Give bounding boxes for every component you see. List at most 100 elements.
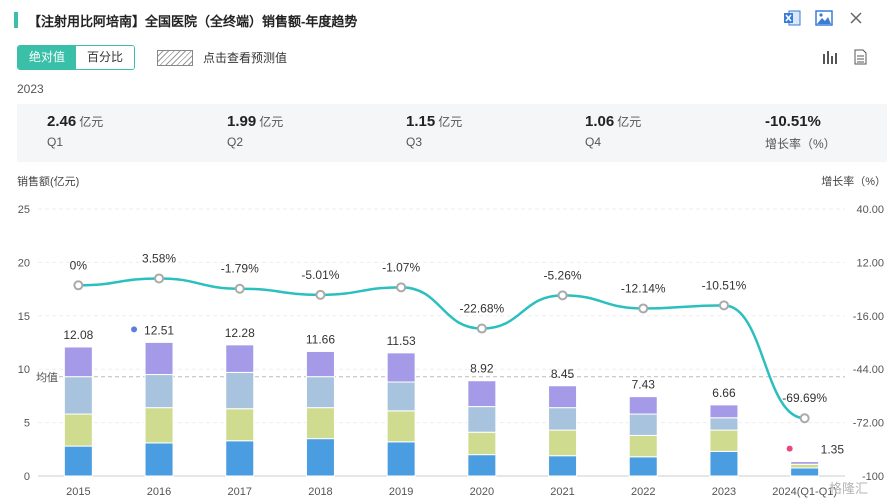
bar-total-label: 8.92 — [470, 362, 494, 376]
bar-segment-q4 — [790, 461, 820, 465]
bar-segment-q2 — [386, 410, 416, 443]
y2-tick-label: -16.00 — [853, 311, 884, 323]
bar-segment-q3 — [709, 417, 739, 431]
bar-segment-q4 — [467, 380, 497, 408]
summary-item-q1: 2.46 亿元 Q1 — [47, 113, 103, 149]
bar-segment-q4 — [386, 352, 416, 383]
excel-export-icon[interactable] — [783, 10, 801, 26]
bar-chart-icon[interactable] — [821, 49, 839, 65]
growth-point — [476, 323, 487, 334]
x-tick-label: 2016 — [147, 486, 171, 498]
bar-segment-q2 — [628, 434, 658, 458]
marker-dot — [131, 326, 138, 333]
bar-total-label: 1.35 — [821, 443, 845, 457]
bar-segment-q3 — [144, 374, 174, 409]
summary-year: 2023 — [17, 82, 44, 96]
view-icons — [821, 49, 869, 65]
summary-item-q4: 1.06 亿元 Q4 — [585, 113, 641, 149]
bar-segment-q4 — [63, 346, 93, 378]
title-bar: 【注射用比阿培南】全国医院（全终端）销售额-年度趋势 — [14, 8, 357, 32]
bar-segment-q1 — [467, 454, 497, 477]
summary-unit: 亿元 — [438, 115, 463, 129]
bar-segment-q2 — [548, 429, 578, 457]
sales-trend-chart: 销售额(亿元) 增长率（%） 0 5 10 15 20 25 -100 -72.00 -44.00 -… — [17, 174, 886, 498]
x-tick-label: 2019 — [389, 486, 413, 498]
bar-segment-q1 — [548, 455, 578, 477]
bar-segment-q4 — [225, 344, 255, 373]
x-tick-label: 2021 — [550, 486, 574, 498]
bar-segment-q4 — [144, 341, 174, 376]
table-view-icon[interactable] — [851, 49, 869, 65]
bar-segment-q3 — [628, 413, 658, 436]
image-export-icon[interactable] — [815, 10, 833, 26]
quarter-summary: 2.46 亿元 Q1 1.99 亿元 Q2 1.15 亿元 Q3 1.06 亿元 Q4 … — [17, 104, 887, 162]
summary-value: 2.46 — [47, 113, 77, 130]
x-tick-label: 2024(Q1-Q1) — [772, 486, 837, 498]
y2-tick-label: -72.00 — [853, 418, 884, 430]
x-tick-label: 2020 — [470, 486, 494, 498]
growth-label: 3.58% — [142, 251, 176, 265]
growth-label: -5.26% — [544, 268, 582, 282]
bar-segment-q1 — [63, 445, 93, 477]
summary-unit: 亿元 — [259, 115, 284, 129]
bar-segment-q2 — [467, 431, 497, 456]
bar-segment-q2 — [305, 407, 335, 440]
growth-label: -69.69% — [782, 391, 827, 405]
summary-unit: 亿元 — [79, 115, 104, 129]
bar-segment-q2 — [144, 407, 174, 444]
bar-segment-q3 — [386, 381, 416, 412]
growth-label: -22.68% — [459, 302, 504, 316]
growth-point — [73, 280, 84, 291]
growth-point — [557, 290, 568, 301]
bar-segment-q1 — [709, 450, 739, 477]
x-tick-label: 2023 — [712, 486, 736, 498]
growth-label: -12.14% — [621, 281, 666, 295]
percentage-button[interactable]: 百分比 — [76, 46, 135, 69]
toolbar: 绝对值 百分比 点击查看预测值 — [17, 45, 287, 70]
x-tick-label: 2022 — [631, 486, 655, 498]
summary-item-q2: 1.99 亿元 Q2 — [227, 113, 283, 149]
bar-segment-q3 — [467, 406, 497, 433]
bar-segment-q2 — [709, 429, 739, 452]
bar-segment-q4 — [305, 350, 335, 378]
summary-label: Q3 — [406, 135, 423, 149]
growth-label: -1.79% — [221, 262, 259, 276]
forecast-hatch-icon — [157, 49, 194, 66]
watermark: 格隆汇 — [829, 481, 868, 496]
bar-segment-q1 — [386, 441, 416, 477]
bar-segment-q1 — [225, 440, 255, 477]
y2-tick-label: -44.00 — [853, 364, 884, 376]
bar-segment-q4 — [548, 385, 578, 409]
growth-point — [154, 273, 165, 284]
bar-total-label: 12.08 — [63, 328, 93, 342]
y-tick-label: 20 — [18, 257, 30, 269]
bar-segment-q3 — [548, 407, 578, 431]
y-tick-label: 15 — [18, 311, 30, 323]
absolute-value-button[interactable]: 绝对值 — [18, 46, 77, 69]
forecast-toggle[interactable]: 点击查看预测值 — [157, 49, 287, 66]
growth-label: -10.51% — [702, 278, 747, 292]
bar-total-label: 8.45 — [551, 367, 575, 381]
bar-segment-q1 — [305, 438, 335, 477]
growth-point — [315, 289, 326, 300]
growth-label: -1.07% — [382, 260, 420, 274]
summary-item-growth: -10.51% 增长率（%） — [765, 113, 836, 152]
growth-label: -5.01% — [301, 268, 339, 282]
bar-total-label: 12.28 — [225, 326, 255, 340]
y2-tick-label: 40.00 — [856, 204, 884, 216]
bar-segment-q1 — [790, 467, 820, 477]
summary-item-q3: 1.15 亿元 Q3 — [406, 113, 462, 149]
growth-point — [718, 300, 729, 311]
close-icon[interactable] — [847, 10, 865, 26]
bar-segment-q1 — [144, 442, 174, 477]
summary-label: Q2 — [227, 135, 244, 149]
growth-label: 0% — [70, 258, 88, 272]
bar-segment-q4 — [709, 404, 739, 419]
summary-value: 1.99 — [227, 113, 257, 130]
y-tick-label: 10 — [18, 364, 30, 376]
bar-total-label: 11.53 — [387, 334, 416, 348]
summary-unit: 亿元 — [617, 115, 642, 129]
y-tick-label: 25 — [18, 204, 30, 216]
growth-point — [234, 283, 245, 294]
y-axis-title: 销售额(亿元) — [17, 174, 79, 188]
